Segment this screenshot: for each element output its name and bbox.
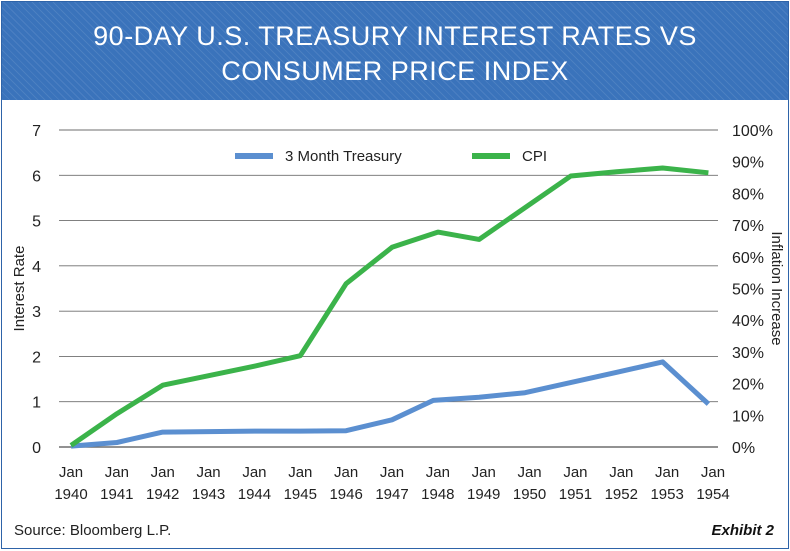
chart-title-line-1: 90-DAY U.S. TREASURY INTEREST RATES VS	[93, 21, 697, 51]
y2-tick-label: 0%	[732, 440, 755, 457]
x-tick-label: Jan 1942	[146, 464, 179, 503]
y2-axis-title: Inflation Increase	[768, 231, 785, 345]
x-tick-label: Jan 1943	[192, 464, 225, 503]
cpi-series-line	[69, 165, 709, 448]
y-tick-label: 6	[32, 168, 41, 185]
x-tick-label: Jan 1940	[54, 464, 87, 503]
y2-tick-label: 90%	[732, 155, 764, 172]
y2-tick-label: 100%	[732, 123, 773, 140]
y2-tick-label: 50%	[732, 282, 764, 299]
source-note: Source: Bloomberg L.P.	[14, 522, 172, 539]
y2-tick-label: 80%	[732, 186, 764, 203]
y2-tick-label: 60%	[732, 250, 764, 267]
chart-plot: 012345670%10%20%30%40%50%60%70%80%90%100…	[11, 123, 785, 503]
x-tick-label: Jan 1954	[696, 464, 729, 503]
x-tick-label: Jan 1951	[559, 464, 592, 503]
y2-tick-label: 20%	[732, 377, 764, 394]
y2-tick-label: 30%	[732, 345, 764, 362]
y-axis-title: Interest Rate	[11, 246, 28, 332]
x-tick-label: Jan 1950	[513, 464, 546, 503]
x-tick-label: Jan 1946	[329, 464, 362, 503]
y2-tick-label: 40%	[732, 313, 764, 330]
y-tick-label: 3	[32, 304, 41, 321]
exhibit-label: Exhibit 2	[711, 522, 774, 539]
title-banner: 90-DAY U.S. TREASURY INTEREST RATES VS C…	[2, 2, 788, 100]
legend-label: CPI	[522, 148, 547, 165]
y-tick-label: 7	[32, 123, 41, 140]
y-tick-label: 2	[32, 349, 41, 366]
x-tick-label: Jan 1948	[421, 464, 454, 503]
x-tick-label: Jan 1944	[238, 464, 271, 503]
y-tick-label: 0	[32, 440, 41, 457]
x-tick-label: Jan 1953	[650, 464, 683, 503]
legend-label: 3 Month Treasury	[285, 148, 402, 165]
x-tick-label: Jan 1941	[100, 464, 133, 503]
chart-title-line-2: CONSUMER PRICE INDEX	[221, 56, 569, 86]
y-tick-label: 1	[32, 395, 41, 412]
y2-tick-label: 70%	[732, 218, 764, 235]
treasury-series-line	[70, 359, 711, 449]
x-tick-label: Jan 1952	[605, 464, 638, 503]
y-tick-label: 5	[32, 214, 41, 231]
x-tick-label: Jan 1947	[375, 464, 408, 503]
x-tick-label: Jan 1949	[467, 464, 500, 503]
x-tick-label: Jan 1945	[284, 464, 317, 503]
y-tick-label: 4	[32, 259, 41, 276]
y2-tick-label: 10%	[732, 408, 764, 425]
